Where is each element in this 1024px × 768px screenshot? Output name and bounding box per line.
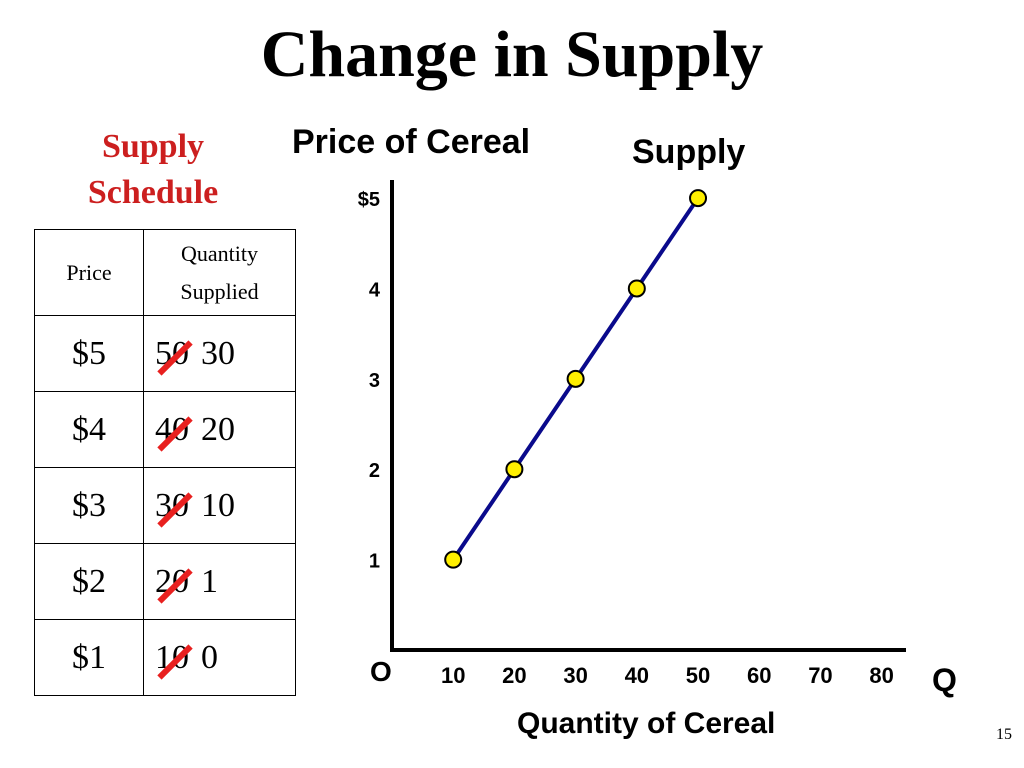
row-price: $2 bbox=[34, 543, 144, 620]
y-tick-labels: 1 2 3 4 $5 bbox=[358, 189, 381, 573]
y-tick-label: 1 bbox=[369, 551, 380, 573]
plot-area bbox=[444, 189, 708, 569]
schedule-title-line2: Schedule bbox=[87, 174, 219, 211]
x-tick-label: 80 bbox=[869, 663, 893, 688]
schedule-title: Supply Schedule bbox=[40, 124, 266, 216]
origin-label: O bbox=[370, 656, 392, 687]
supply-schedule-table: Price Quantity Supplied $5 50 30 $4 40 20 … bbox=[34, 229, 296, 696]
page-number: 15 bbox=[996, 726, 1012, 743]
row-quantity: 20 1 bbox=[143, 543, 296, 620]
x-tick-labels: 10 20 30 40 50 60 70 80 bbox=[441, 663, 894, 688]
table-row: $1 10 0 bbox=[34, 619, 296, 696]
new-quantity: 20 bbox=[201, 410, 235, 448]
x-tick-label: 40 bbox=[625, 663, 649, 688]
x-axis-letter: Q bbox=[932, 662, 957, 698]
x-tick-label: 70 bbox=[808, 663, 832, 688]
table-row: $2 20 1 bbox=[34, 543, 296, 620]
schedule-title-line1: Supply bbox=[101, 128, 205, 165]
y-axis-label: Price of Cereal bbox=[292, 123, 530, 161]
row-price: $1 bbox=[34, 619, 144, 696]
new-quantity: 10 bbox=[201, 486, 235, 524]
y-tick-label: 4 bbox=[369, 279, 381, 301]
data-point bbox=[689, 189, 708, 208]
table-row: $4 40 20 bbox=[34, 391, 296, 468]
old-quantity: 40 bbox=[155, 411, 193, 452]
y-tick-label: $5 bbox=[358, 189, 380, 211]
y-tick-label: 3 bbox=[369, 370, 380, 392]
row-price: $3 bbox=[34, 467, 144, 544]
table-row: $5 50 30 bbox=[34, 315, 296, 392]
header-qty-line1: Quantity bbox=[181, 240, 258, 266]
table-header-row: Price Quantity Supplied bbox=[34, 229, 296, 316]
x-tick-label: 50 bbox=[686, 663, 710, 688]
x-tick-label: 20 bbox=[502, 663, 526, 688]
x-axis-label: Quantity of Cereal bbox=[517, 707, 775, 740]
data-point bbox=[627, 279, 646, 298]
new-quantity: 30 bbox=[201, 334, 235, 372]
series-label-supply: Supply bbox=[632, 133, 745, 171]
header-qty-line2: Supplied bbox=[180, 278, 259, 304]
x-tick-label: 10 bbox=[441, 663, 465, 688]
data-point bbox=[444, 550, 463, 569]
header-price: Price bbox=[34, 229, 144, 316]
old-quantity: 50 bbox=[155, 335, 193, 376]
row-quantity: 40 20 bbox=[143, 391, 296, 468]
y-tick-label: 2 bbox=[369, 460, 380, 482]
new-quantity: 0 bbox=[201, 638, 218, 676]
x-tick-label: 30 bbox=[563, 663, 587, 688]
row-quantity: 10 0 bbox=[143, 619, 296, 696]
data-point bbox=[566, 369, 585, 388]
row-quantity: 50 30 bbox=[143, 315, 296, 392]
row-price: $5 bbox=[34, 315, 144, 392]
x-tick-label: 60 bbox=[747, 663, 771, 688]
old-quantity: 30 bbox=[155, 487, 193, 528]
data-point bbox=[505, 460, 524, 479]
old-quantity: 20 bbox=[155, 563, 193, 604]
header-quantity-supplied: Quantity Supplied bbox=[143, 229, 296, 316]
old-quantity: 10 bbox=[155, 639, 193, 680]
slide-title: Change in Supply bbox=[260, 18, 764, 91]
new-quantity: 1 bbox=[201, 562, 218, 600]
